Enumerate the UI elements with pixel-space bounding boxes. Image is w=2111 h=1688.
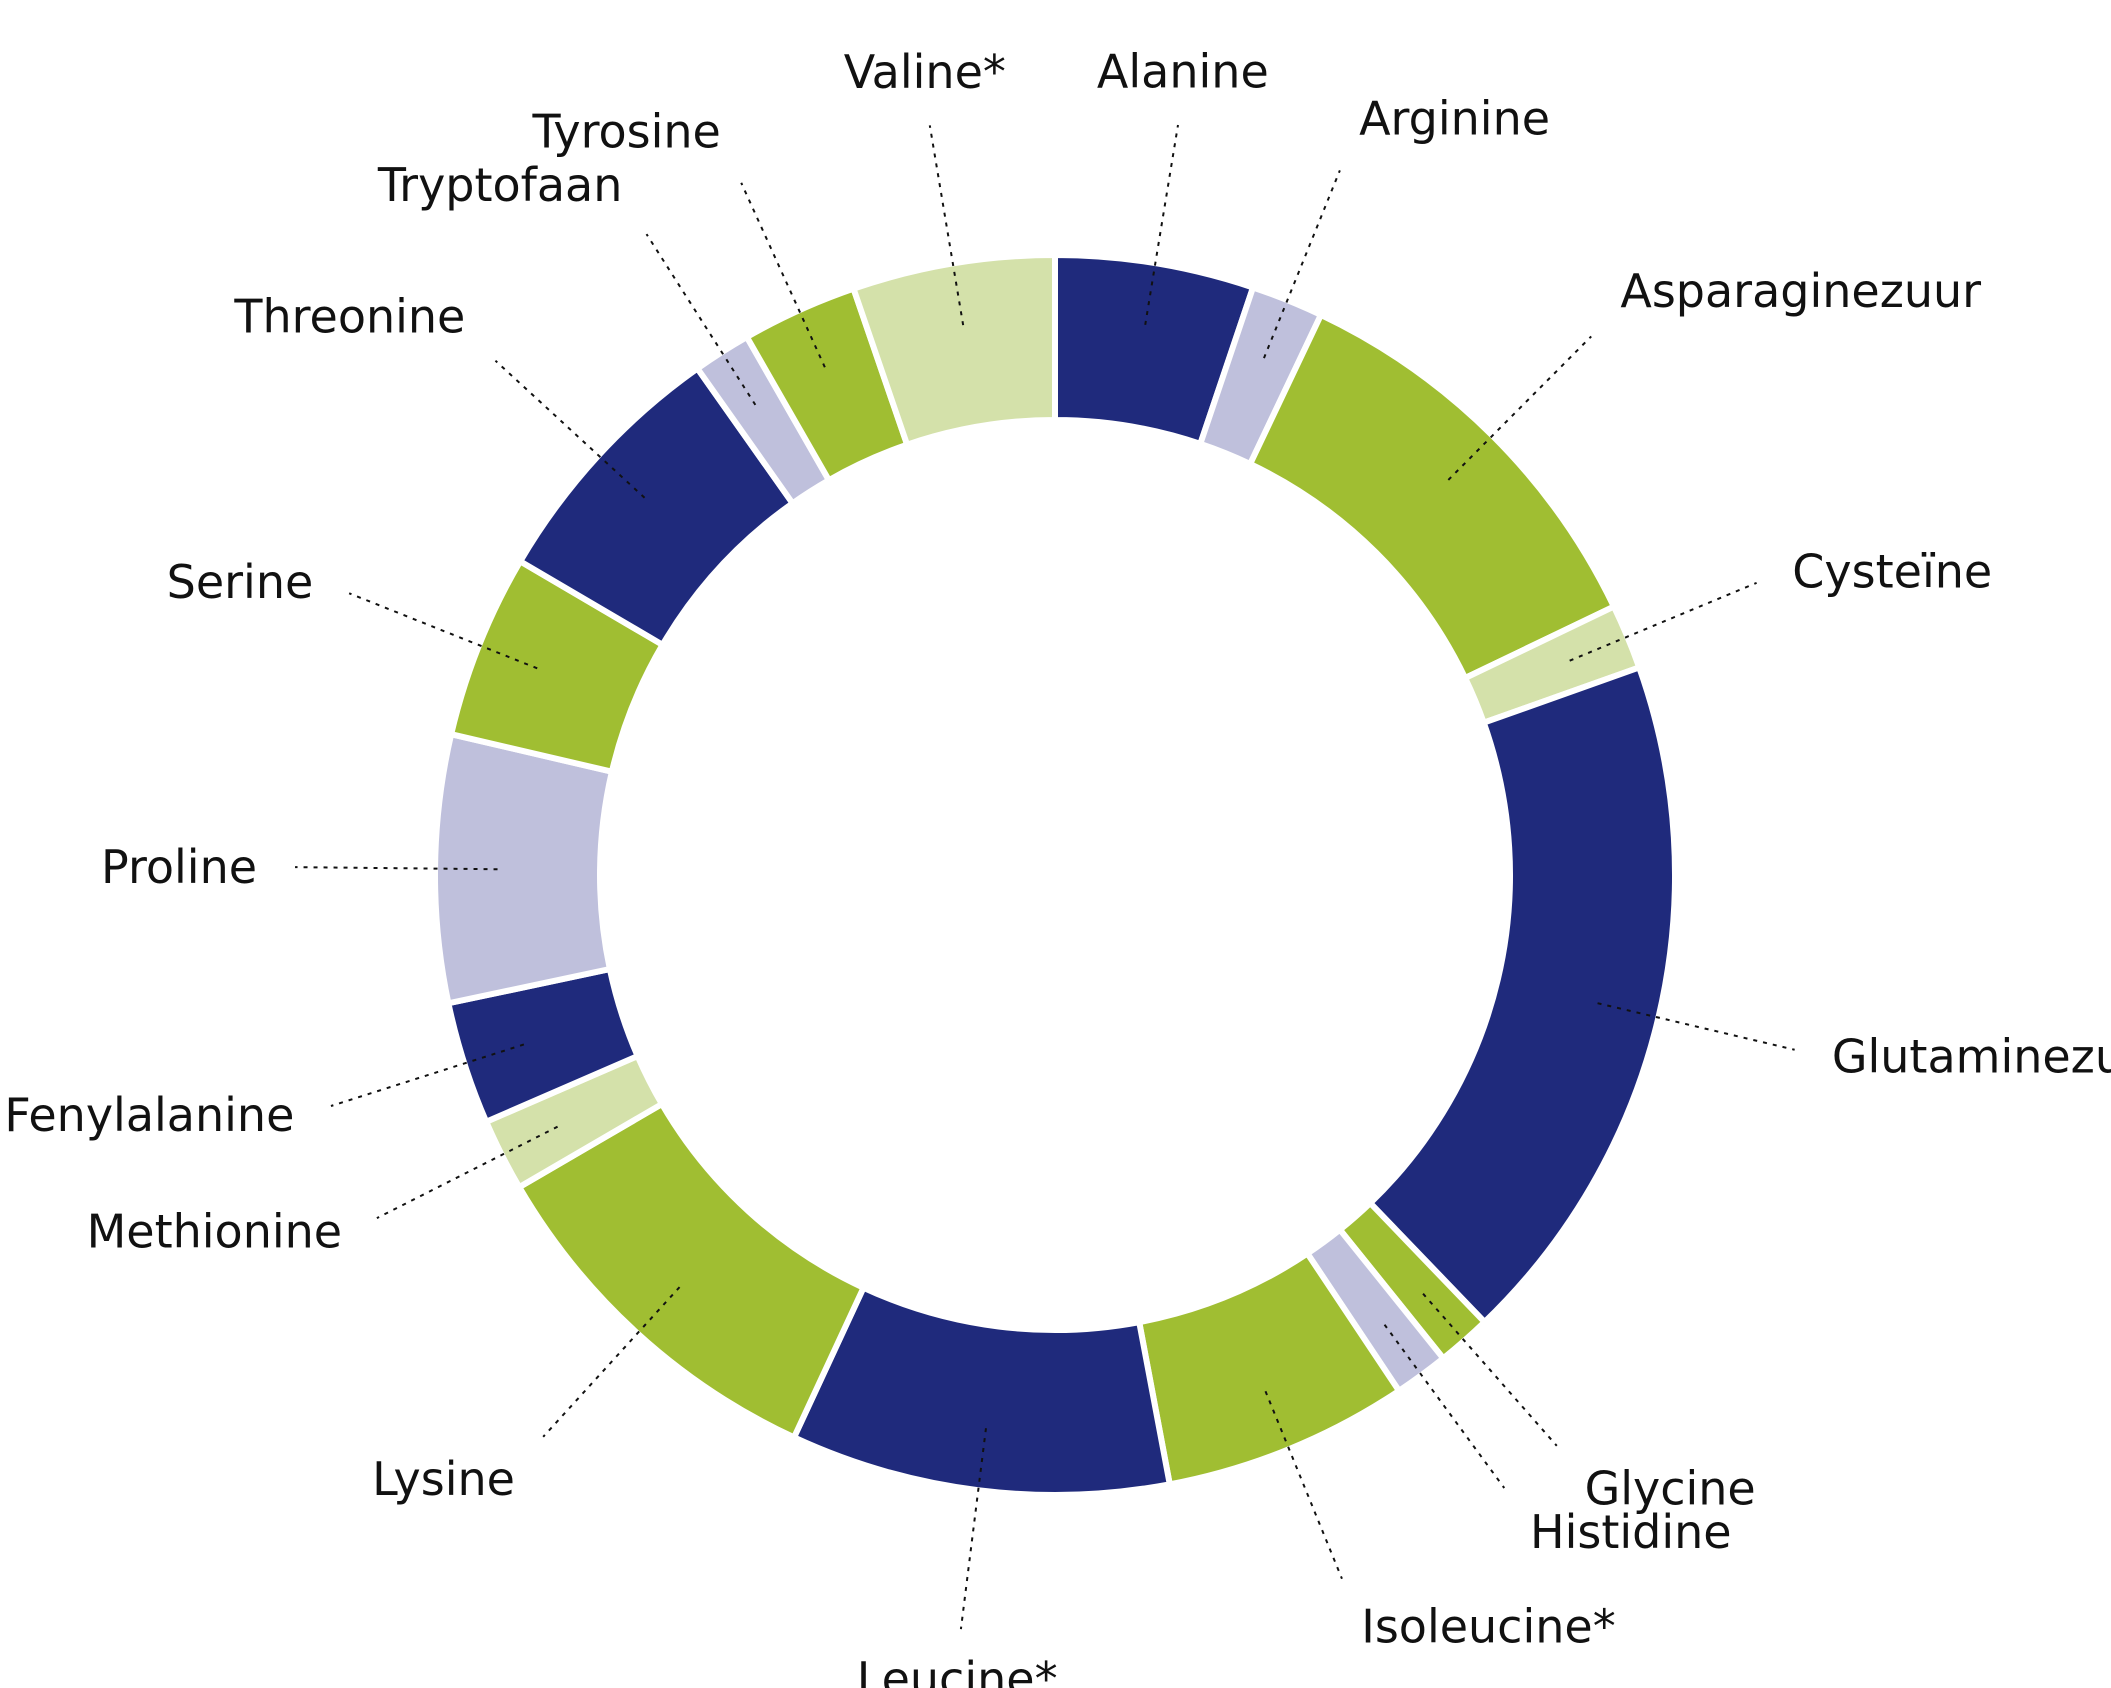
leader-valine: [928, 125, 965, 326]
leader-lysine: [542, 1286, 681, 1438]
leader-proline: [295, 866, 498, 871]
slice-proline: [432, 730, 616, 1007]
label-arginine: Arginine: [1359, 92, 1550, 146]
label-serine: Serine: [167, 555, 314, 609]
label-methionine: Methionine: [87, 1205, 343, 1259]
leader-threonine: [494, 359, 646, 499]
leader-glycine: [1422, 1293, 1558, 1447]
leader-histidine: [1383, 1324, 1506, 1489]
donut-slices: [432, 251, 1678, 1498]
label-valine: Valine*: [844, 45, 1006, 99]
leader-isoleucine: [1264, 1390, 1343, 1580]
leader-alanine: [1144, 124, 1179, 326]
label-glycine: Glycine: [1585, 1461, 1756, 1515]
slice-valine: [849, 251, 1058, 449]
slice-labels: Alanine Arginine Asparaginezuur Cysteïne Glu…: [4, 44, 2111, 1688]
label-fenylalanine: Fenylalanine: [4, 1088, 294, 1142]
label-cysteine: Cysteïne: [1792, 544, 1992, 598]
slice-glutaminezuur: [1366, 663, 1678, 1327]
leader-leucine: [959, 1428, 987, 1630]
leader-tryptofaan: [645, 233, 757, 406]
slice-asparaginezuur: [1246, 310, 1618, 683]
leader-fenylalanine: [330, 1043, 525, 1107]
leader-glutaminezuur: [1597, 1002, 1795, 1051]
label-leucine: Leucine*: [857, 1652, 1058, 1688]
label-tyrosine: Tyrosine: [531, 104, 720, 158]
label-threonine: Threonine: [233, 289, 465, 343]
leader-methionine: [376, 1125, 559, 1220]
label-lysine: Lysine: [372, 1452, 515, 1506]
label-tryptofaan: Tryptofaan: [377, 158, 623, 212]
label-alanine: Alanine: [1097, 44, 1269, 98]
label-isoleucine: Isoleucine*: [1361, 1600, 1615, 1654]
leader-cysteine: [1569, 581, 1757, 662]
label-glutaminezuur: Glutaminezuur: [1832, 1030, 2111, 1084]
label-asparaginezuur: Asparaginezuur: [1620, 264, 1981, 318]
leader-tyrosine: [740, 182, 826, 368]
label-proline: Proline: [101, 840, 257, 894]
leader-arginine: [1263, 170, 1341, 359]
label-histidine: Histidine: [1530, 1505, 1732, 1559]
label-leaders: [295, 124, 1795, 1630]
leader-asparaginezuur: [1447, 335, 1592, 481]
leader-serine: [348, 592, 538, 670]
